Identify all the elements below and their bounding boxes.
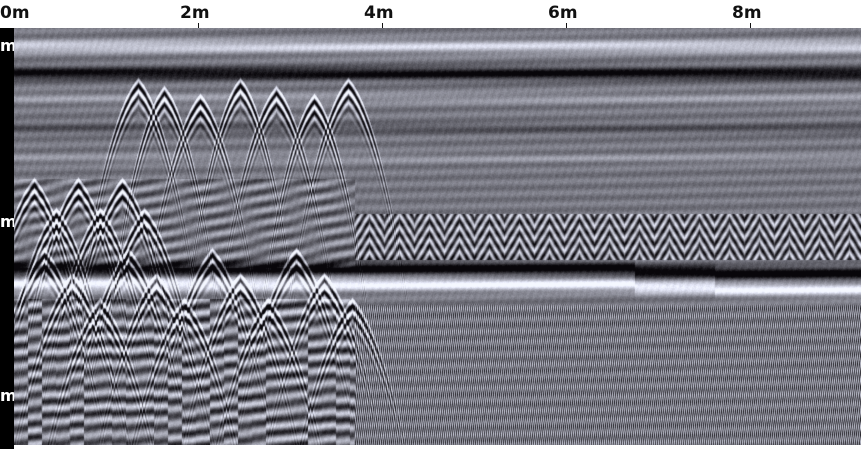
- distance-ruler: 0m 2m 4m 6m 8m: [0, 0, 861, 28]
- ruler-tick: [750, 23, 751, 28]
- depth-axis: m m m: [0, 28, 17, 449]
- ruler-tick: [566, 23, 567, 28]
- gpr-scan-image[interactable]: [14, 28, 861, 445]
- distance-label-6: 6m: [548, 3, 578, 23]
- distance-label-8: 8m: [732, 3, 762, 23]
- distance-label-4: 4m: [364, 3, 394, 23]
- ruler-tick: [382, 23, 383, 28]
- distance-label-0: 0m: [0, 3, 30, 23]
- depth-label-bottom: m: [0, 386, 17, 405]
- ruler-tick: [198, 23, 199, 28]
- depth-label-top: m: [0, 36, 17, 55]
- depth-label-middle: m: [0, 212, 17, 231]
- distance-label-2: 2m: [180, 3, 210, 23]
